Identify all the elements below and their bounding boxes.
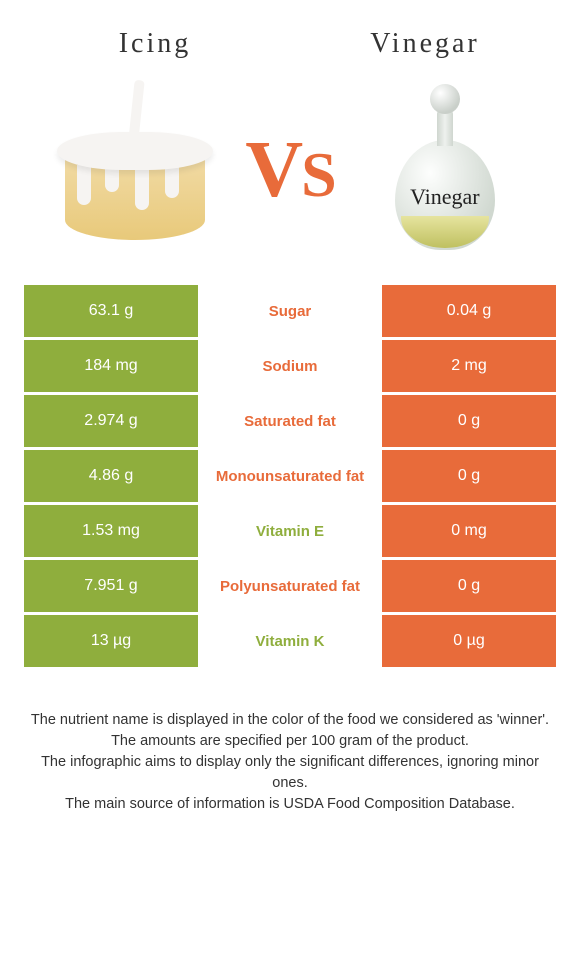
footer-line: The infographic aims to display only the… <box>30 752 550 794</box>
table-row: 4.86 gMonounsaturated fat0 g <box>24 450 556 502</box>
vinegar-bottle-icon: Vinegar <box>375 80 515 260</box>
table-row: 7.951 gPolyunsaturated fat0 g <box>24 560 556 612</box>
table-row: 63.1 gSugar0.04 g <box>24 285 556 337</box>
right-value-cell: 0.04 g <box>382 285 556 337</box>
vinegar-bottle-label: Vinegar <box>375 184 515 210</box>
images-row: VS Vinegar <box>0 80 580 285</box>
left-value-cell: 7.951 g <box>24 560 198 612</box>
left-value-cell: 13 µg <box>24 615 198 667</box>
footer-notes: The nutrient name is displayed in the co… <box>0 670 580 815</box>
right-value-cell: 2 mg <box>382 340 556 392</box>
left-title: Icing <box>20 28 290 60</box>
table-row: 184 mgSodium2 mg <box>24 340 556 392</box>
nutrient-label: Sodium <box>198 340 382 392</box>
left-value-cell: 4.86 g <box>24 450 198 502</box>
footer-line: The main source of information is USDA F… <box>30 794 550 815</box>
icing-image <box>30 80 240 260</box>
right-value-cell: 0 g <box>382 395 556 447</box>
left-value-cell: 1.53 mg <box>24 505 198 557</box>
table-row: 2.974 gSaturated fat0 g <box>24 395 556 447</box>
left-value-cell: 184 mg <box>24 340 198 392</box>
nutrient-label: Sugar <box>198 285 382 337</box>
vinegar-image: Vinegar <box>340 80 550 260</box>
right-value-cell: 0 g <box>382 450 556 502</box>
nutrient-label: Vitamin E <box>198 505 382 557</box>
nutrient-label: Polyunsaturated fat <box>198 560 382 612</box>
left-value-cell: 63.1 g <box>24 285 198 337</box>
right-title: Vinegar <box>290 28 560 60</box>
comparison-table: 63.1 gSugar0.04 g184 mgSodium2 mg2.974 g… <box>0 285 580 667</box>
table-row: 1.53 mgVitamin E0 mg <box>24 505 556 557</box>
header: Icing Vinegar <box>0 0 580 80</box>
table-row: 13 µgVitamin K0 µg <box>24 615 556 667</box>
vs-label: VS <box>240 125 339 216</box>
right-value-cell: 0 mg <box>382 505 556 557</box>
right-value-cell: 0 g <box>382 560 556 612</box>
left-value-cell: 2.974 g <box>24 395 198 447</box>
footer-line: The nutrient name is displayed in the co… <box>30 710 550 731</box>
nutrient-label: Monounsaturated fat <box>198 450 382 502</box>
right-value-cell: 0 µg <box>382 615 556 667</box>
nutrient-label: Vitamin K <box>198 615 382 667</box>
nutrient-label: Saturated fat <box>198 395 382 447</box>
cake-icon <box>35 80 235 260</box>
footer-line: The amounts are specified per 100 gram o… <box>30 731 550 752</box>
